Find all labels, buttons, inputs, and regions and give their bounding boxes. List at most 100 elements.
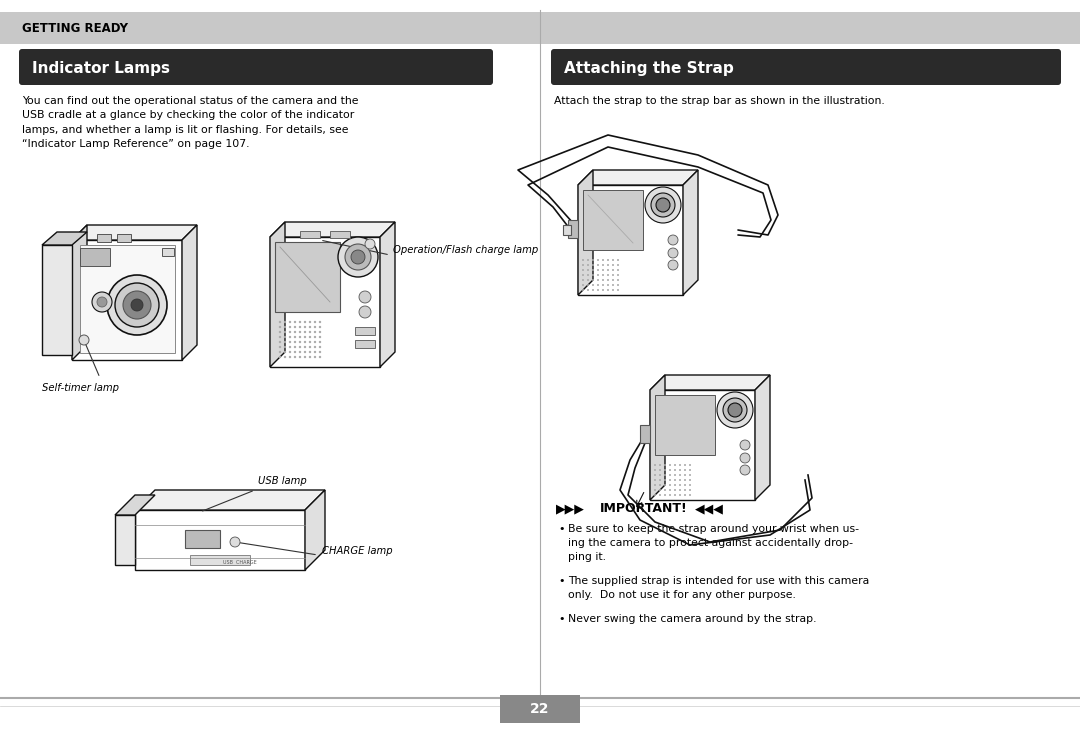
- Circle shape: [279, 326, 281, 328]
- Bar: [330, 231, 350, 238]
- Bar: [568, 220, 578, 238]
- Circle shape: [664, 469, 666, 471]
- Circle shape: [299, 341, 301, 343]
- Circle shape: [607, 279, 609, 281]
- Circle shape: [294, 320, 296, 323]
- Circle shape: [582, 269, 584, 271]
- Circle shape: [617, 259, 619, 261]
- Circle shape: [309, 326, 311, 328]
- Circle shape: [597, 274, 599, 276]
- Text: Attaching the Strap: Attaching the Strap: [564, 61, 733, 75]
- Polygon shape: [183, 225, 197, 360]
- Circle shape: [294, 356, 296, 358]
- Circle shape: [319, 331, 321, 333]
- Circle shape: [309, 341, 311, 343]
- Bar: [80, 245, 175, 353]
- Circle shape: [654, 479, 656, 481]
- Text: Attach the strap to the strap bar as shown in the illustration.: Attach the strap to the strap bar as sho…: [554, 96, 885, 106]
- Circle shape: [617, 264, 619, 266]
- Circle shape: [607, 289, 609, 291]
- Circle shape: [659, 474, 661, 476]
- Circle shape: [288, 346, 292, 348]
- Circle shape: [602, 274, 604, 276]
- Circle shape: [669, 464, 671, 466]
- Circle shape: [592, 284, 594, 286]
- Circle shape: [684, 489, 686, 491]
- Circle shape: [602, 289, 604, 291]
- Text: •: •: [558, 524, 565, 534]
- Circle shape: [309, 356, 311, 358]
- Circle shape: [288, 320, 292, 323]
- Text: Self-timer lamp: Self-timer lamp: [42, 383, 119, 393]
- Circle shape: [284, 356, 286, 358]
- Circle shape: [654, 464, 656, 466]
- Circle shape: [659, 479, 661, 481]
- Polygon shape: [578, 170, 698, 185]
- Circle shape: [674, 474, 676, 476]
- Circle shape: [582, 279, 584, 281]
- Circle shape: [314, 356, 316, 358]
- Bar: [275, 242, 340, 312]
- Text: Operation/Flash charge lamp: Operation/Flash charge lamp: [393, 245, 538, 255]
- Circle shape: [303, 326, 307, 328]
- Circle shape: [669, 484, 671, 486]
- Bar: [355, 340, 375, 348]
- Circle shape: [284, 346, 286, 348]
- Circle shape: [664, 494, 666, 496]
- Circle shape: [303, 331, 307, 333]
- Circle shape: [319, 320, 321, 323]
- Circle shape: [92, 292, 112, 312]
- Circle shape: [669, 479, 671, 481]
- Circle shape: [294, 351, 296, 353]
- Circle shape: [689, 484, 691, 486]
- Circle shape: [664, 489, 666, 491]
- Polygon shape: [114, 495, 156, 515]
- Text: IMPORTANT!: IMPORTANT!: [600, 502, 688, 515]
- Circle shape: [602, 264, 604, 266]
- Circle shape: [607, 284, 609, 286]
- Circle shape: [669, 474, 671, 476]
- Circle shape: [97, 297, 107, 307]
- Circle shape: [728, 403, 742, 417]
- Circle shape: [684, 494, 686, 496]
- Circle shape: [294, 346, 296, 348]
- Circle shape: [684, 469, 686, 471]
- Bar: [563, 225, 571, 235]
- Circle shape: [684, 479, 686, 481]
- Circle shape: [659, 494, 661, 496]
- Circle shape: [674, 489, 676, 491]
- Circle shape: [617, 279, 619, 281]
- Polygon shape: [135, 510, 305, 570]
- Circle shape: [740, 453, 750, 463]
- Circle shape: [588, 279, 589, 281]
- Circle shape: [294, 331, 296, 333]
- Circle shape: [303, 346, 307, 348]
- Circle shape: [669, 260, 678, 270]
- Circle shape: [288, 326, 292, 328]
- Circle shape: [279, 331, 281, 333]
- Text: CHARGE lamp: CHARGE lamp: [322, 546, 393, 556]
- Circle shape: [669, 235, 678, 245]
- Circle shape: [359, 306, 372, 318]
- Circle shape: [654, 469, 656, 471]
- Circle shape: [279, 336, 281, 338]
- Bar: [640, 425, 650, 443]
- Circle shape: [588, 289, 589, 291]
- Circle shape: [689, 469, 691, 471]
- Circle shape: [602, 269, 604, 271]
- Polygon shape: [270, 222, 285, 367]
- Circle shape: [612, 264, 615, 266]
- Polygon shape: [114, 515, 135, 565]
- Circle shape: [309, 346, 311, 348]
- Circle shape: [602, 279, 604, 281]
- Circle shape: [674, 494, 676, 496]
- Circle shape: [654, 484, 656, 486]
- Circle shape: [582, 274, 584, 276]
- Polygon shape: [135, 490, 325, 510]
- Circle shape: [659, 484, 661, 486]
- Polygon shape: [270, 222, 395, 237]
- Circle shape: [303, 320, 307, 323]
- Text: ▶▶▶: ▶▶▶: [556, 502, 585, 515]
- Bar: [80, 248, 110, 266]
- Circle shape: [689, 494, 691, 496]
